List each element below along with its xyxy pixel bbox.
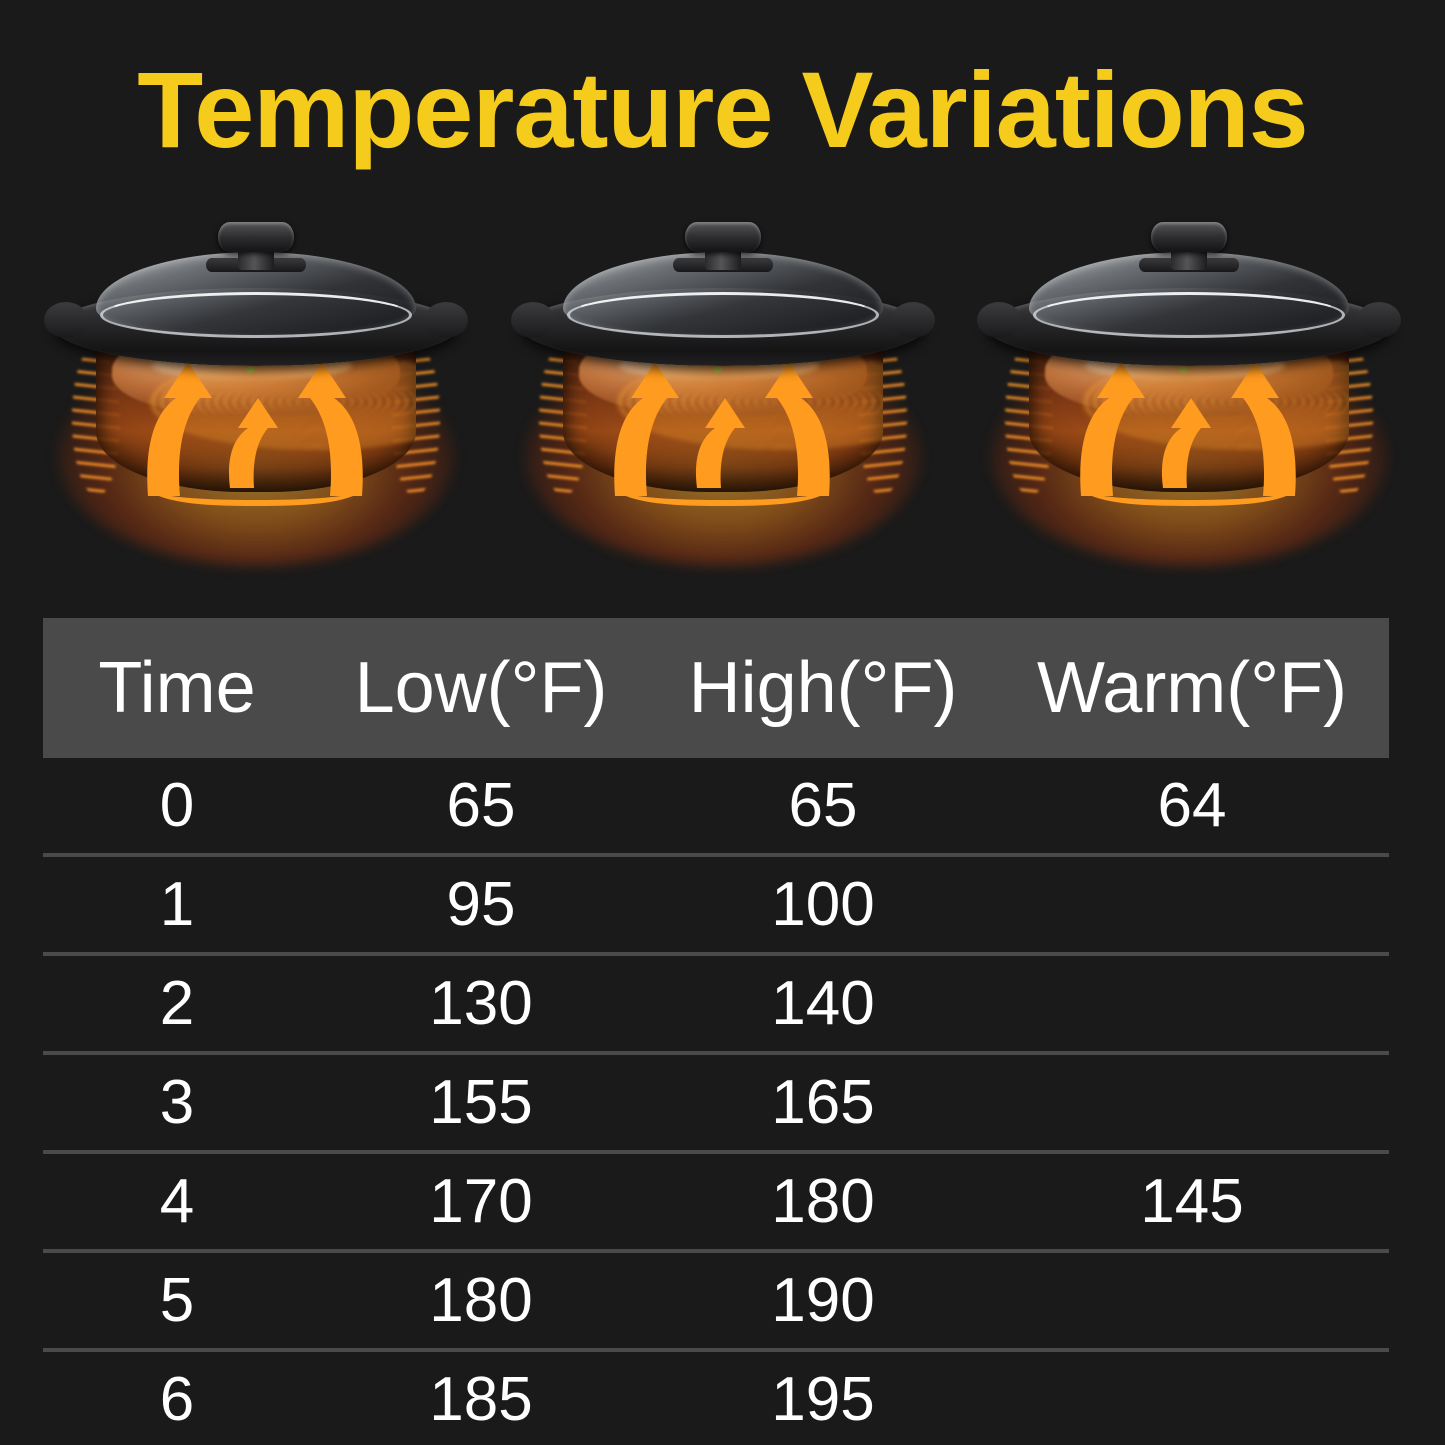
cell-low: 130 [429,968,533,1038]
pot-handle-left [44,302,88,338]
column-header-low: Low(°F) [354,648,608,728]
table-row: 1 95 100 [43,857,1389,956]
slow-cooker-image-1 [36,196,476,566]
table-row: 3 155 165 [43,1055,1389,1154]
lid-metal-ring [566,292,879,338]
cell-time: 4 [159,1166,195,1236]
pot-handle-left [977,302,1021,338]
heat-circulation-arrows-icon [110,346,402,506]
cell-time: 6 [159,1364,195,1434]
table-row: 5 180 190 [43,1253,1389,1352]
pot-handle-right [1357,302,1401,338]
cell-high: 140 [771,968,875,1038]
temperature-table: Time Low(°F) High(°F) Warm(°F) 0 65 65 6… [43,618,1389,1445]
table-header-row: Time Low(°F) High(°F) Warm(°F) [43,618,1389,758]
cell-low: 185 [429,1364,533,1434]
column-header-time: Time [98,648,256,728]
table-row: 2 130 140 [43,956,1389,1055]
cell-time: 2 [159,968,195,1038]
cell-high: 100 [771,869,875,939]
cell-time: 5 [159,1265,195,1335]
table-row: 6 185 195 [43,1352,1389,1445]
slow-cooker-image-3 [969,196,1409,566]
lid-metal-ring [100,292,412,338]
column-header-warm: Warm(°F) [1036,648,1347,728]
lid-knob [218,222,294,252]
lid-knob [684,222,761,252]
cell-time: 0 [159,770,195,840]
cell-high: 165 [771,1067,875,1137]
page-title: Temperature Variations [137,49,1308,170]
cell-low: 170 [429,1166,533,1236]
cell-low: 65 [446,770,516,840]
heat-circulation-arrows-icon [1043,346,1335,506]
cell-low: 155 [429,1067,533,1137]
lid-metal-ring [1033,292,1345,338]
cell-low: 95 [446,869,516,939]
cell-warm: 64 [1157,770,1227,840]
pot-handle-right [890,302,935,338]
lid-knob [1151,222,1227,252]
cell-high: 195 [771,1364,875,1434]
heat-circulation-arrows-icon [577,346,869,506]
cell-high: 190 [771,1265,875,1335]
slow-cooker-image-2 [503,196,943,566]
table-row: 4 170 180 145 [43,1154,1389,1253]
cell-time: 3 [159,1067,195,1137]
cell-time: 1 [159,869,195,939]
table-row: 0 65 65 64 [43,758,1389,857]
pot-handle-right [424,302,468,338]
cell-low: 180 [429,1265,533,1335]
column-header-high: High(°F) [688,648,958,728]
cell-high: 65 [788,770,858,840]
cell-high: 180 [771,1166,875,1236]
pot-handle-left [510,302,555,338]
slow-cooker-illustration-row [0,196,1445,566]
cell-warm: 145 [1140,1166,1244,1236]
